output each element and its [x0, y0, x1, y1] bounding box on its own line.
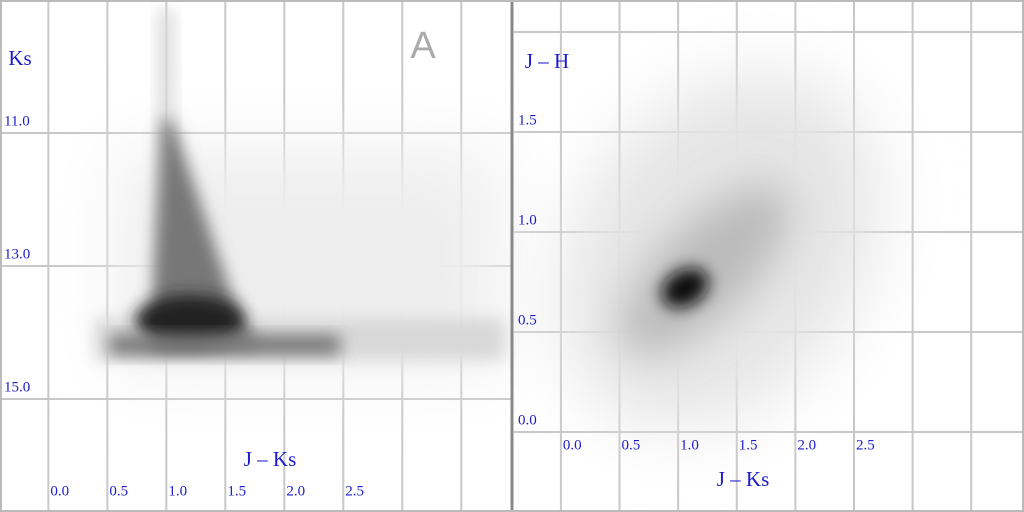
x-tick-label: 1.0	[680, 437, 699, 453]
y-tick-label: 1.0	[518, 212, 537, 228]
x-tick-label: 1.5	[739, 437, 758, 453]
x-tick-label: 2.5	[345, 483, 364, 499]
y-tick-label: 15.0	[4, 379, 30, 395]
y-axis-label: Ks	[8, 46, 31, 70]
x-axis-label: J – Ks	[717, 467, 770, 491]
core	[661, 268, 709, 308]
y-axis-label: J – H	[525, 49, 569, 73]
x-tick-label: 0.0	[50, 483, 69, 499]
density-cloud-b	[561, 74, 879, 426]
core	[135, 295, 245, 345]
ridge	[620, 185, 790, 355]
y-tick-label: 0.0	[518, 412, 537, 428]
x-tick-label: 0.5	[109, 483, 128, 499]
ridge	[110, 335, 340, 355]
wedge	[150, 120, 260, 350]
x-tick-label: 1.0	[168, 483, 187, 499]
x-axis-label: J – Ks	[244, 447, 297, 471]
panel-annotation: A	[410, 25, 436, 67]
density-cloud-a	[95, 10, 505, 370]
x-tick-label: 0.0	[563, 437, 582, 453]
y-tick-label: 1.5	[518, 112, 537, 128]
y-tick-label: 0.5	[518, 312, 537, 328]
x-tick-label: 0.5	[622, 437, 641, 453]
y-tick-label: 11.0	[4, 113, 30, 129]
label-layer: 0.0 0.5 1.0 1.5 2.0 2.5 11.0 13.0 15.0 J – Ks Ks A 0…	[4, 25, 875, 499]
x-tick-label: 2.5	[856, 437, 875, 453]
x-tick-label: 2.0	[797, 437, 816, 453]
y-tick-label: 13.0	[4, 246, 30, 262]
x-tick-label: 1.5	[227, 483, 246, 499]
x-tick-label: 2.0	[286, 483, 305, 499]
